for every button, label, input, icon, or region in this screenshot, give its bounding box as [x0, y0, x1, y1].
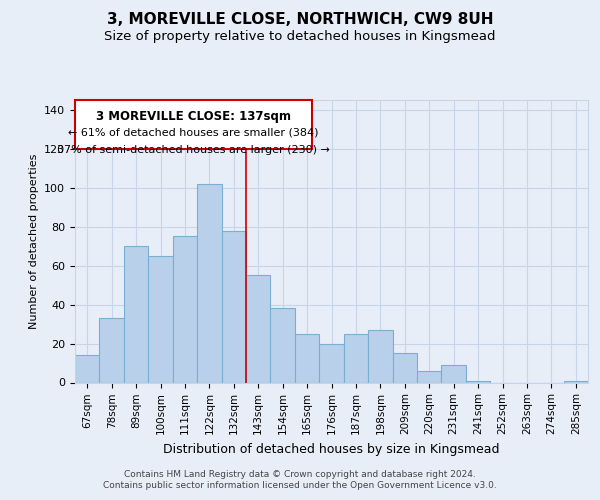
Bar — [417, 371, 442, 382]
Bar — [368, 330, 392, 382]
FancyBboxPatch shape — [75, 100, 312, 148]
Text: 3 MOREVILLE CLOSE: 137sqm: 3 MOREVILLE CLOSE: 137sqm — [96, 110, 291, 122]
Bar — [246, 276, 271, 382]
Bar — [319, 344, 344, 382]
Bar — [392, 354, 417, 382]
X-axis label: Distribution of detached houses by size in Kingsmead: Distribution of detached houses by size … — [163, 442, 500, 456]
Bar — [197, 184, 221, 382]
Bar — [100, 318, 124, 382]
Bar — [173, 236, 197, 382]
Text: ← 61% of detached houses are smaller (384): ← 61% of detached houses are smaller (38… — [68, 128, 319, 138]
Bar — [148, 256, 173, 382]
Bar — [221, 230, 246, 382]
Bar — [295, 334, 319, 382]
Text: Contains HM Land Registry data © Crown copyright and database right 2024.: Contains HM Land Registry data © Crown c… — [124, 470, 476, 479]
Bar — [124, 246, 148, 382]
Bar — [442, 365, 466, 382]
Text: Size of property relative to detached houses in Kingsmead: Size of property relative to detached ho… — [104, 30, 496, 43]
Y-axis label: Number of detached properties: Number of detached properties — [29, 154, 38, 329]
Bar — [344, 334, 368, 382]
Text: Contains public sector information licensed under the Open Government Licence v3: Contains public sector information licen… — [103, 481, 497, 490]
Text: 37% of semi-detached houses are larger (230) →: 37% of semi-detached houses are larger (… — [57, 145, 330, 155]
Bar — [466, 380, 490, 382]
Bar — [563, 380, 588, 382]
Text: 3, MOREVILLE CLOSE, NORTHWICH, CW9 8UH: 3, MOREVILLE CLOSE, NORTHWICH, CW9 8UH — [107, 12, 493, 28]
Bar — [75, 355, 100, 382]
Bar — [271, 308, 295, 382]
